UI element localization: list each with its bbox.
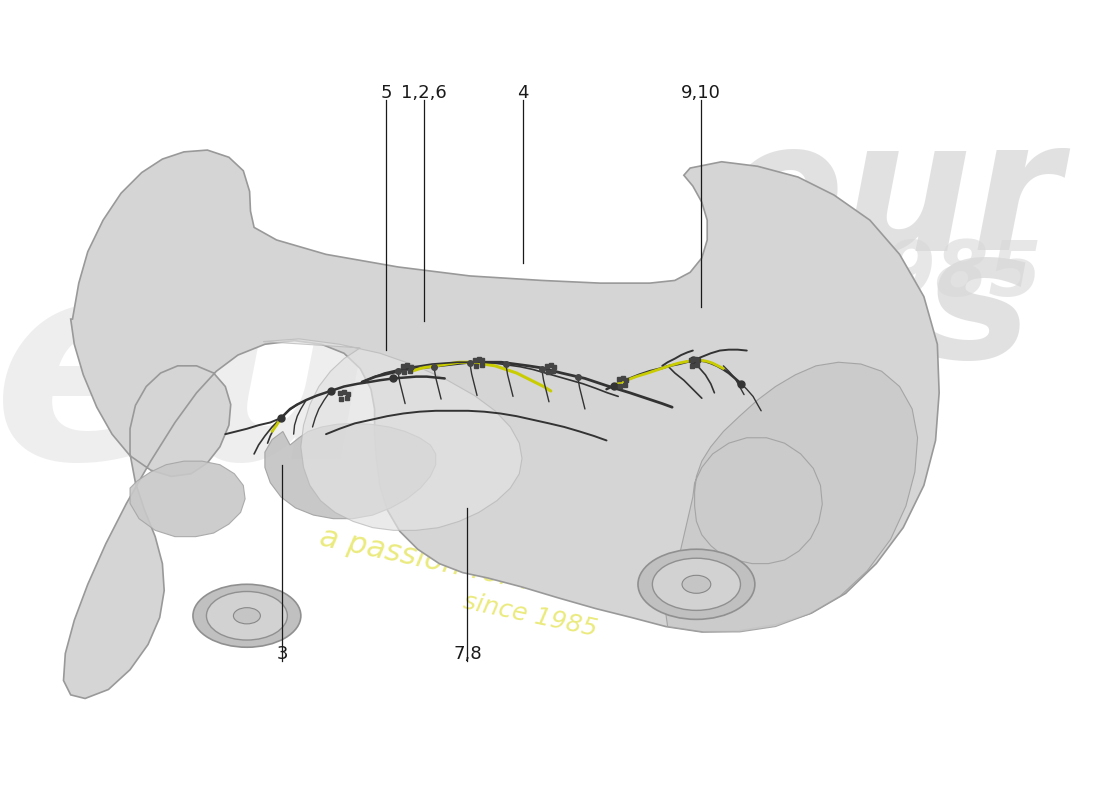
- Ellipse shape: [682, 575, 711, 594]
- Ellipse shape: [652, 558, 740, 610]
- Text: 9,10: 9,10: [681, 83, 720, 102]
- Polygon shape: [130, 461, 245, 537]
- Text: since 1985: since 1985: [461, 590, 600, 642]
- Text: eur: eur: [722, 112, 1062, 288]
- Polygon shape: [666, 362, 917, 632]
- Text: 3: 3: [277, 645, 288, 662]
- Text: 5: 5: [381, 83, 392, 102]
- Polygon shape: [265, 423, 436, 518]
- Text: es: es: [803, 220, 1032, 396]
- Text: 7,8: 7,8: [453, 645, 482, 662]
- Text: eur: eur: [0, 247, 517, 517]
- Ellipse shape: [207, 591, 287, 640]
- Ellipse shape: [192, 584, 300, 647]
- Ellipse shape: [638, 550, 755, 619]
- Text: 1985: 1985: [829, 238, 1042, 312]
- Polygon shape: [64, 150, 939, 698]
- Ellipse shape: [233, 608, 261, 624]
- Text: a passion for Porsche: a passion for Porsche: [317, 522, 642, 619]
- Polygon shape: [263, 339, 522, 530]
- Text: 4: 4: [517, 83, 528, 102]
- Text: 1,2,6: 1,2,6: [402, 83, 447, 102]
